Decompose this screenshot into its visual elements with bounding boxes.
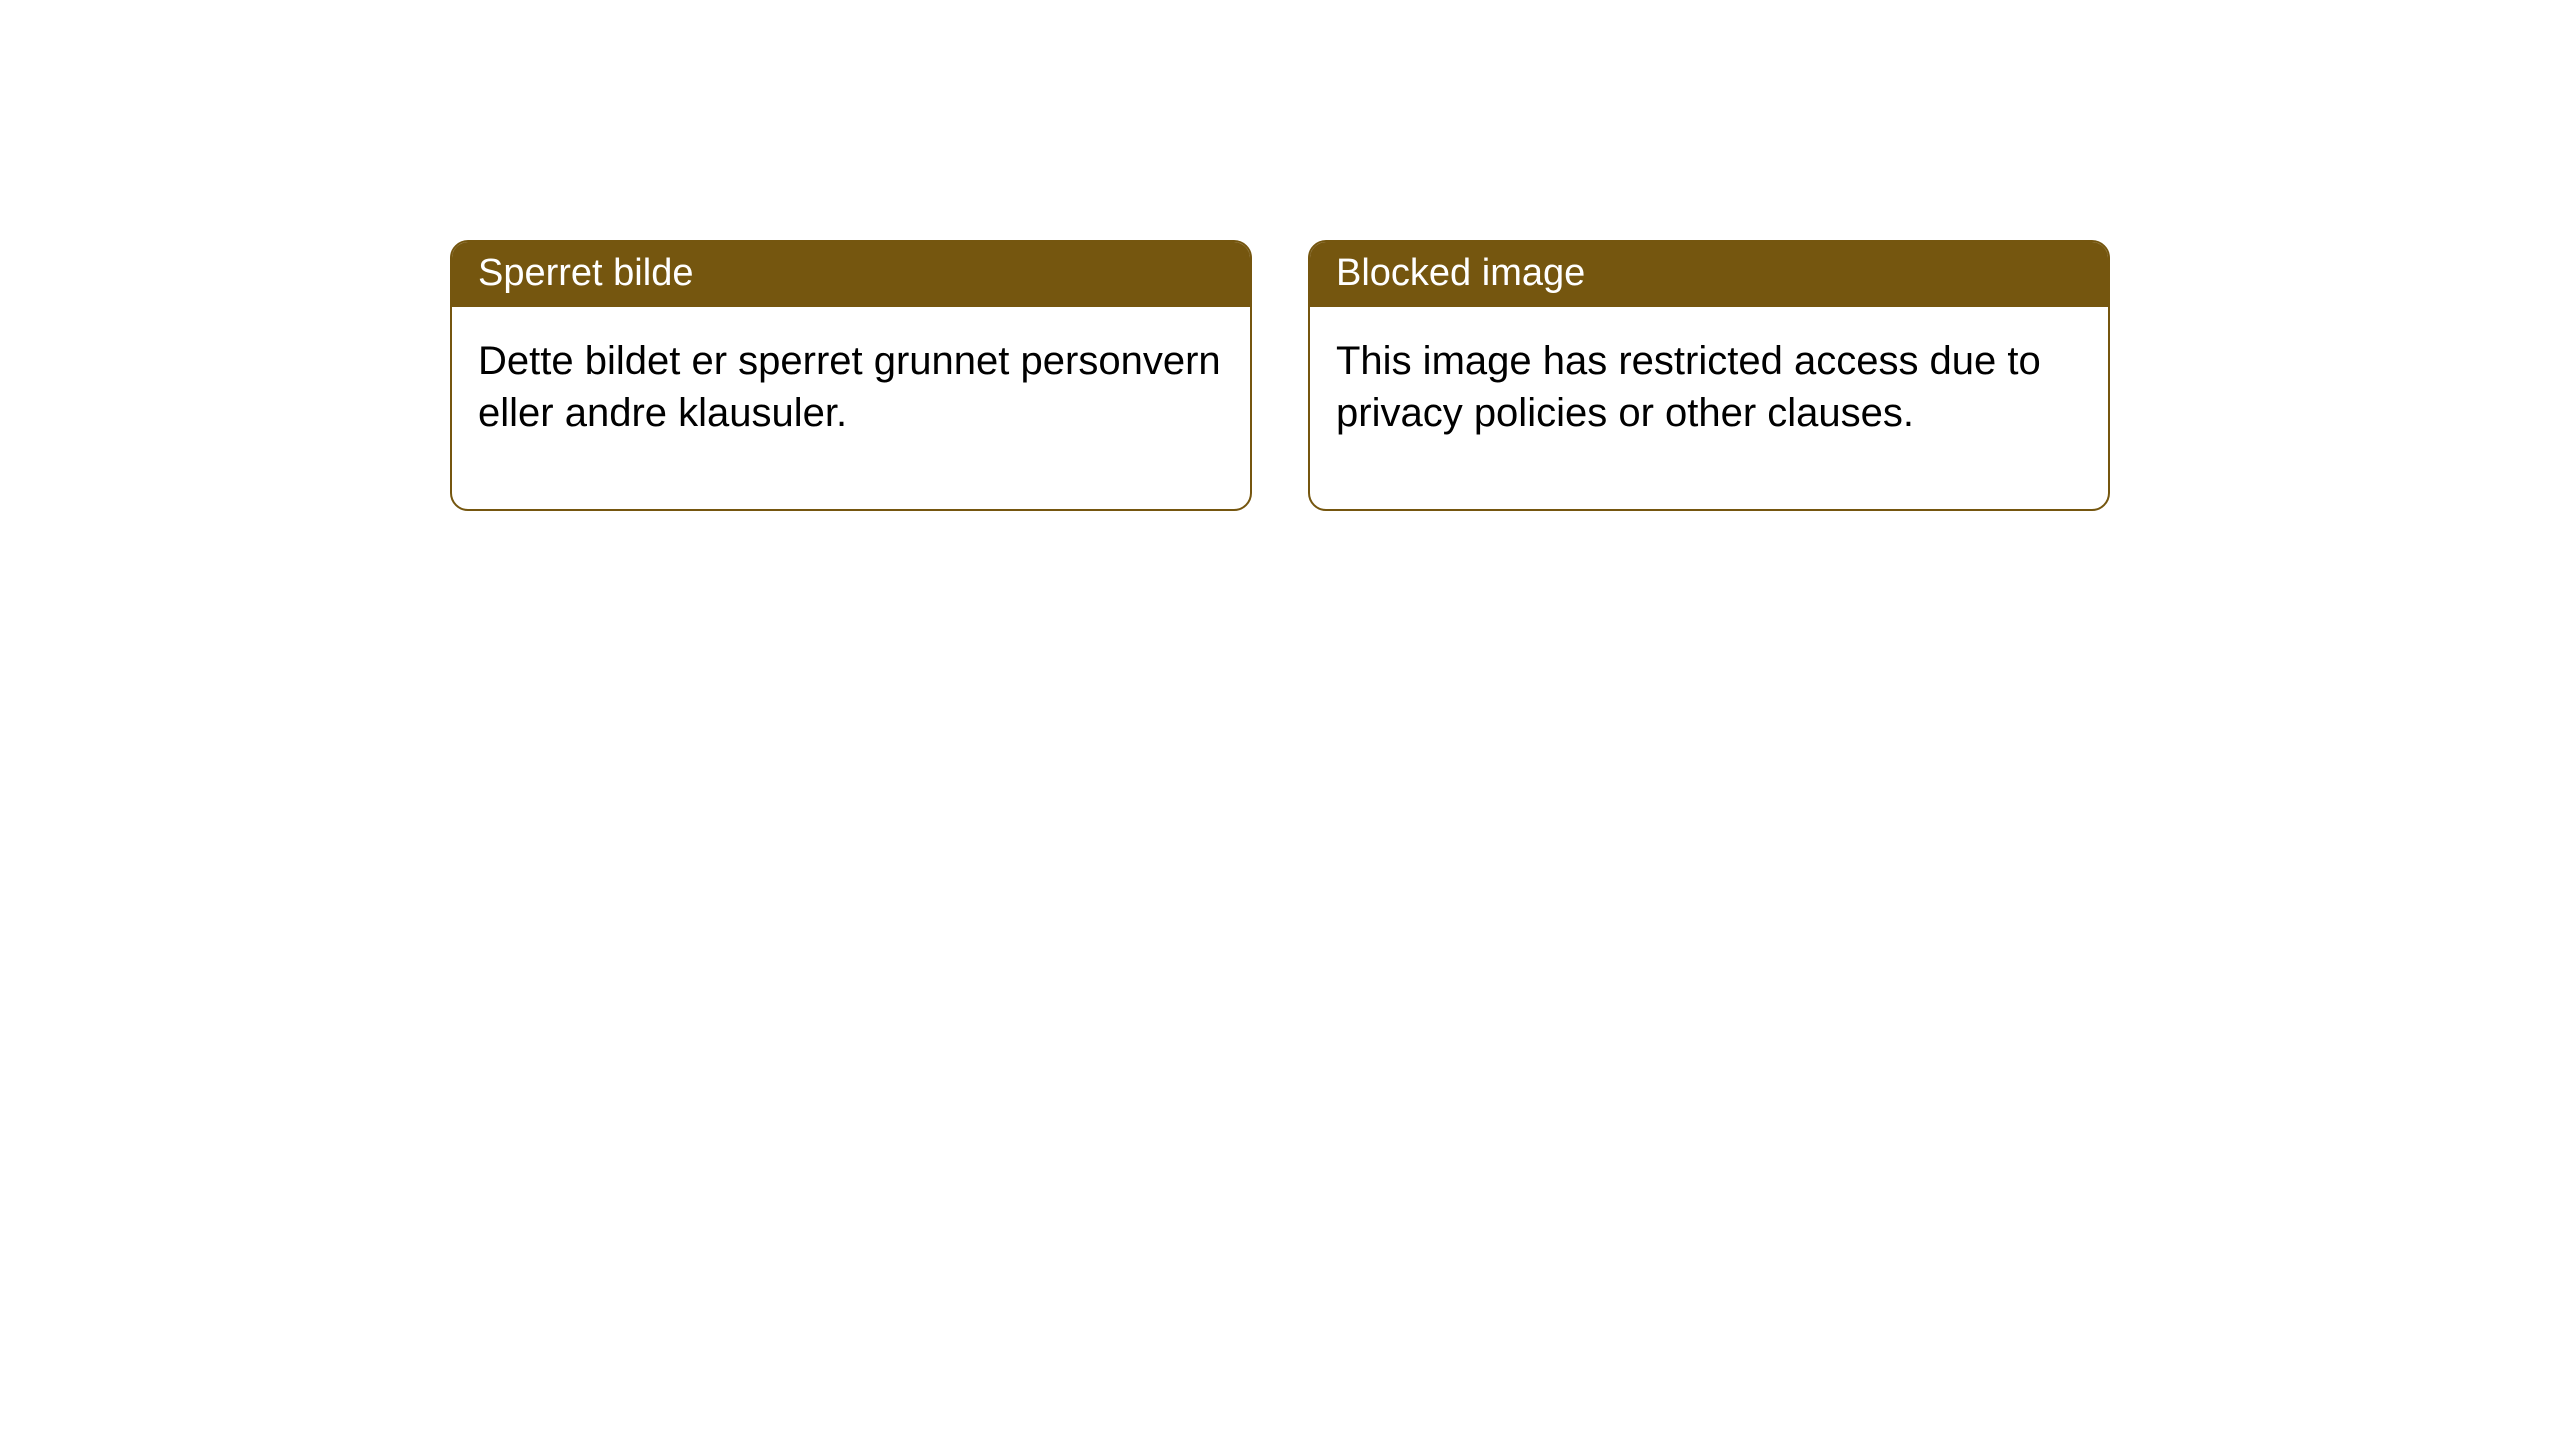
notice-header-en: Blocked image [1310,242,2108,307]
notice-container: Sperret bilde Dette bildet er sperret gr… [450,240,2110,511]
notice-card-no: Sperret bilde Dette bildet er sperret gr… [450,240,1252,511]
notice-header-no: Sperret bilde [452,242,1250,307]
notice-card-en: Blocked image This image has restricted … [1308,240,2110,511]
notice-body-en: This image has restricted access due to … [1310,307,2108,509]
notice-body-no: Dette bildet er sperret grunnet personve… [452,307,1250,509]
